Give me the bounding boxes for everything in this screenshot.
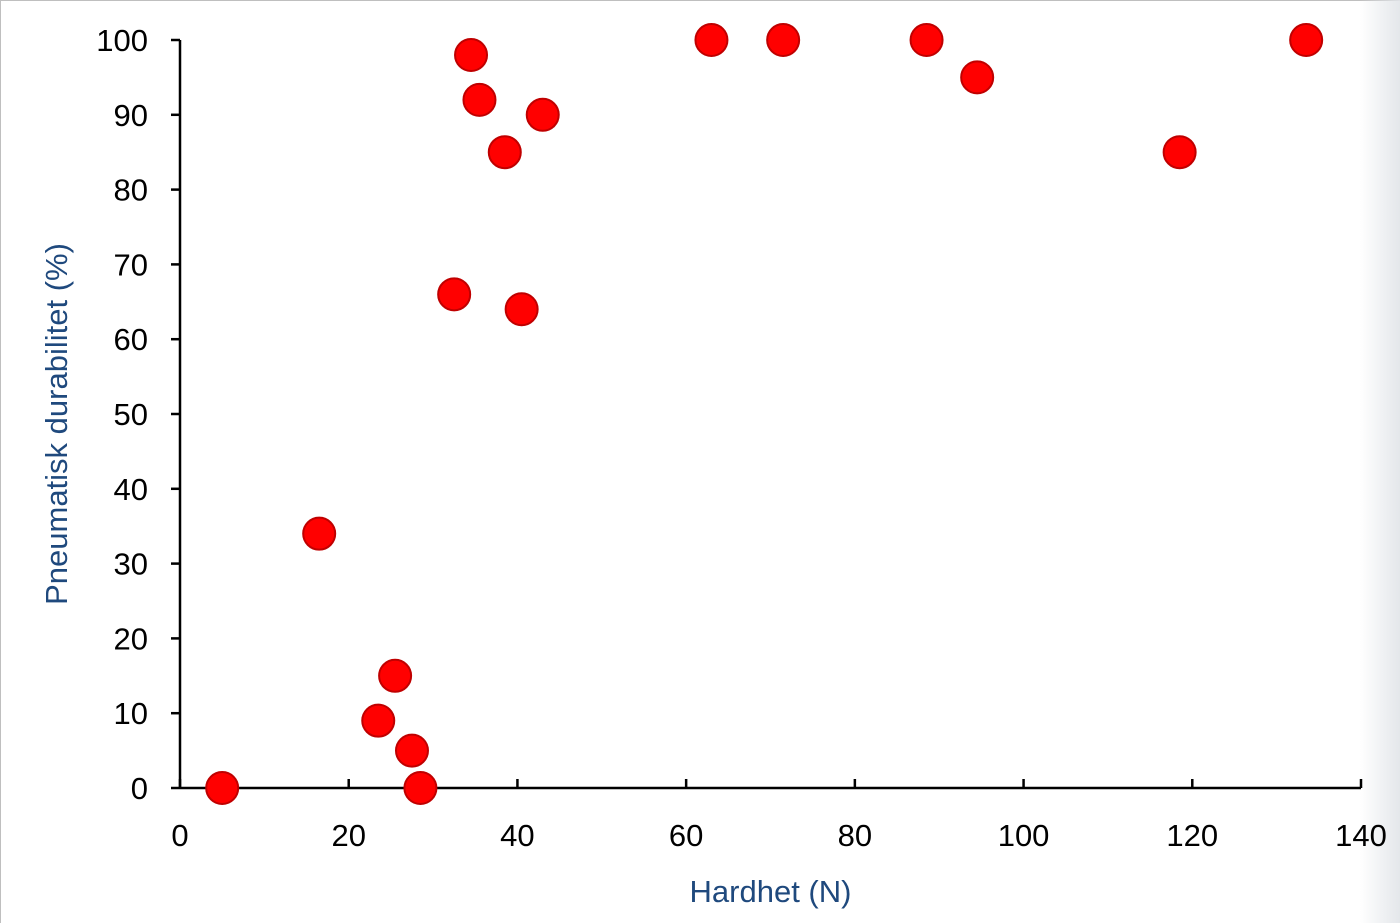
data-point: [394, 733, 429, 768]
data-point: [462, 82, 497, 117]
data-point: [361, 703, 396, 738]
y-tick-label: 40: [114, 472, 148, 507]
data-point: [909, 23, 944, 57]
y-tick-label: 0: [131, 771, 148, 806]
x-axis-title: Hardhet (N): [690, 874, 852, 909]
y-axis-title: Pneumatisk durabilitet (%): [39, 243, 74, 605]
data-point: [766, 23, 801, 57]
y-tick-label: 50: [114, 397, 148, 432]
x-tick-label: 120: [1166, 818, 1218, 853]
y-tick-label: 70: [114, 247, 148, 282]
data-point: [1289, 23, 1324, 57]
x-tick-labels: 0 20 40 60 80 100 120 140: [171, 818, 1386, 853]
window-edge-shade: [1360, 0, 1400, 923]
data-point: [302, 516, 337, 551]
data-point: [694, 23, 729, 57]
y-tick-label: 100: [96, 23, 148, 58]
y-tick-label: 10: [114, 696, 148, 731]
data-point: [205, 771, 240, 805]
y-tick-labels: 0 10 20 30 40 50 60 70 80 90 100: [96, 23, 148, 806]
y-tick-label: 80: [114, 173, 148, 208]
x-tick-label: 100: [998, 818, 1050, 853]
x-tick-label: 40: [500, 818, 534, 853]
x-tick-label: 80: [838, 818, 872, 853]
data-point: [960, 60, 995, 95]
y-tick-label: 60: [114, 322, 148, 357]
x-tick-label: 60: [669, 818, 703, 853]
x-tick-label: 0: [171, 818, 188, 853]
tick-marks: [171, 38, 1363, 790]
x-tick-label: 140: [1335, 818, 1387, 853]
data-point: [525, 97, 560, 132]
data-point: [504, 292, 539, 327]
data-point: [378, 658, 413, 693]
y-tick-label: 30: [114, 547, 148, 582]
y-tick-label: 20: [114, 621, 148, 656]
data-points: [205, 23, 1324, 805]
data-point: [403, 771, 438, 805]
x-tick-label: 20: [331, 818, 365, 853]
y-tick-label: 90: [114, 98, 148, 133]
data-point: [1162, 135, 1197, 170]
data-point: [437, 277, 472, 312]
data-point: [454, 37, 489, 72]
data-point: [487, 135, 522, 170]
